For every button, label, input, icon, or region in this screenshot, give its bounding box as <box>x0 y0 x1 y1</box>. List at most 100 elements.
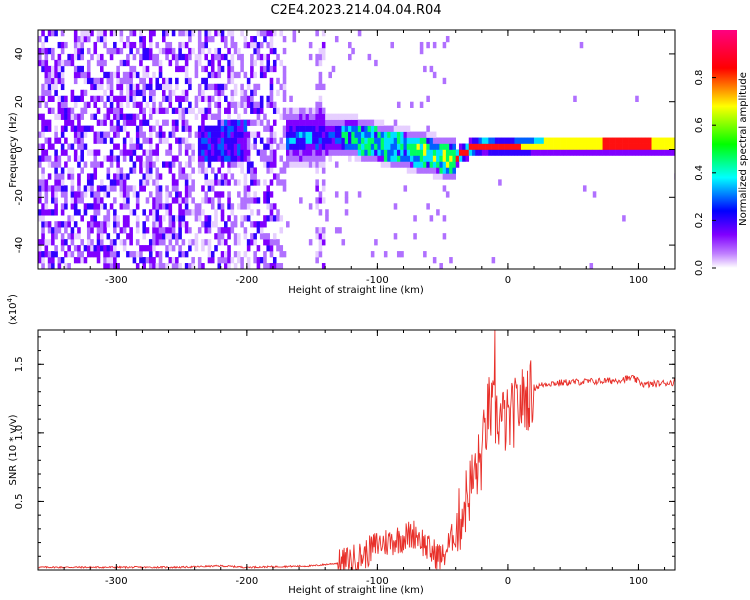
heatmap-cell <box>178 95 182 102</box>
heatmap-cell <box>436 209 440 216</box>
heatmap-cell <box>237 119 241 126</box>
heatmap-cell <box>129 167 133 174</box>
heatmap-cell <box>204 143 208 150</box>
heatmap-cell <box>321 167 326 174</box>
heatmap-cell <box>73 233 78 240</box>
heatmap-cell <box>129 119 133 126</box>
heatmap-cell <box>162 239 166 246</box>
heatmap-cell <box>220 149 225 156</box>
heatmap-cell <box>119 179 124 186</box>
heatmap-cell <box>419 47 424 55</box>
heatmap-cell <box>348 143 352 150</box>
heatmap-cell <box>315 233 319 240</box>
heatmap-cell <box>615 143 620 150</box>
heatmap-cell <box>233 83 238 91</box>
heatmap-cell <box>426 95 430 102</box>
heatmap-cell <box>612 149 616 156</box>
heatmap-cell <box>197 53 202 61</box>
heatmap-cell <box>250 41 254 49</box>
heatmap-cell <box>547 137 551 144</box>
heatmap-cell <box>295 119 300 126</box>
heatmap-cell <box>527 149 532 156</box>
heatmap-cell <box>83 143 88 150</box>
heatmap-cell <box>93 47 98 55</box>
heatmap-cell <box>145 65 150 73</box>
heatmap-cell <box>237 53 241 61</box>
heatmap-cell <box>165 161 169 168</box>
y-tick-label: 1.5 <box>14 356 25 372</box>
heatmap-cell <box>240 65 244 73</box>
heatmap-cell <box>240 215 244 222</box>
heatmap-cell <box>377 137 381 144</box>
heatmap-cell <box>188 83 192 91</box>
heatmap-cell <box>354 143 359 150</box>
heatmap-cell <box>168 209 173 216</box>
heatmap-cell <box>344 119 349 126</box>
heatmap-cell <box>77 71 81 79</box>
heatmap-cell <box>175 197 179 204</box>
heatmap-cell <box>109 161 114 168</box>
heatmap-cell <box>214 149 218 156</box>
heatmap-cell <box>224 131 228 138</box>
heatmap-cell <box>582 137 587 144</box>
heatmap-cell <box>38 155 42 162</box>
heatmap-cell <box>253 119 257 126</box>
heatmap-cell <box>158 227 163 234</box>
heatmap-cell <box>165 95 169 102</box>
heatmap-cell <box>135 251 140 258</box>
heatmap-cell <box>145 257 150 264</box>
heatmap-cell <box>475 137 479 144</box>
heatmap-cell <box>227 227 231 234</box>
heatmap-cell <box>126 191 130 198</box>
heatmap-cell <box>230 41 235 49</box>
heatmap-cell <box>253 101 257 108</box>
heatmap-cell <box>321 137 326 144</box>
heatmap-cell <box>210 35 215 43</box>
heatmap-cell <box>413 161 417 168</box>
heatmap-cell <box>400 143 404 150</box>
heatmap-cell <box>103 131 107 138</box>
heatmap-cell <box>560 137 564 144</box>
heatmap-cell <box>60 83 65 91</box>
heatmap-cell <box>302 125 306 132</box>
heatmap-cell <box>44 65 49 73</box>
heatmap-cell <box>357 137 362 144</box>
heatmap-cell <box>344 131 349 138</box>
heatmap-cell <box>119 30 124 37</box>
heatmap-cell <box>374 119 378 126</box>
heatmap-cell <box>73 53 78 61</box>
heatmap-cell <box>139 41 143 49</box>
heatmap-cell <box>494 137 499 144</box>
heatmap-cell <box>171 119 176 126</box>
heatmap-cell <box>184 107 189 114</box>
heatmap-cell <box>60 167 65 174</box>
heatmap-cell <box>54 221 58 228</box>
heatmap-cell <box>341 137 346 144</box>
heatmap-cell <box>432 131 437 138</box>
heatmap-cell <box>299 137 303 144</box>
heatmap-cell <box>442 149 447 156</box>
heatmap-cell <box>240 119 244 126</box>
heatmap-cell <box>184 251 189 258</box>
heatmap-cell <box>243 173 248 180</box>
heatmap-cell <box>158 59 163 67</box>
heatmap-cell <box>321 30 326 37</box>
heatmap-cell <box>341 149 346 156</box>
heatmap-cell <box>230 65 235 73</box>
heatmap-cell <box>344 125 349 132</box>
heatmap-cell <box>122 113 127 120</box>
heatmap-cell <box>204 155 208 162</box>
heatmap-cell <box>370 119 375 126</box>
heatmap-cell <box>426 137 430 144</box>
heatmap-cell <box>80 71 84 79</box>
heatmap-cell <box>100 119 104 126</box>
heatmap-cell <box>318 245 323 252</box>
heatmap-cell <box>64 137 68 144</box>
heatmap-cell <box>442 167 447 174</box>
heatmap-cell <box>550 137 554 144</box>
heatmap-cell <box>237 191 241 198</box>
heatmap-cell <box>119 89 124 97</box>
heatmap-cell <box>266 41 270 49</box>
heatmap-cell <box>178 233 182 240</box>
heatmap-cell <box>145 71 150 79</box>
